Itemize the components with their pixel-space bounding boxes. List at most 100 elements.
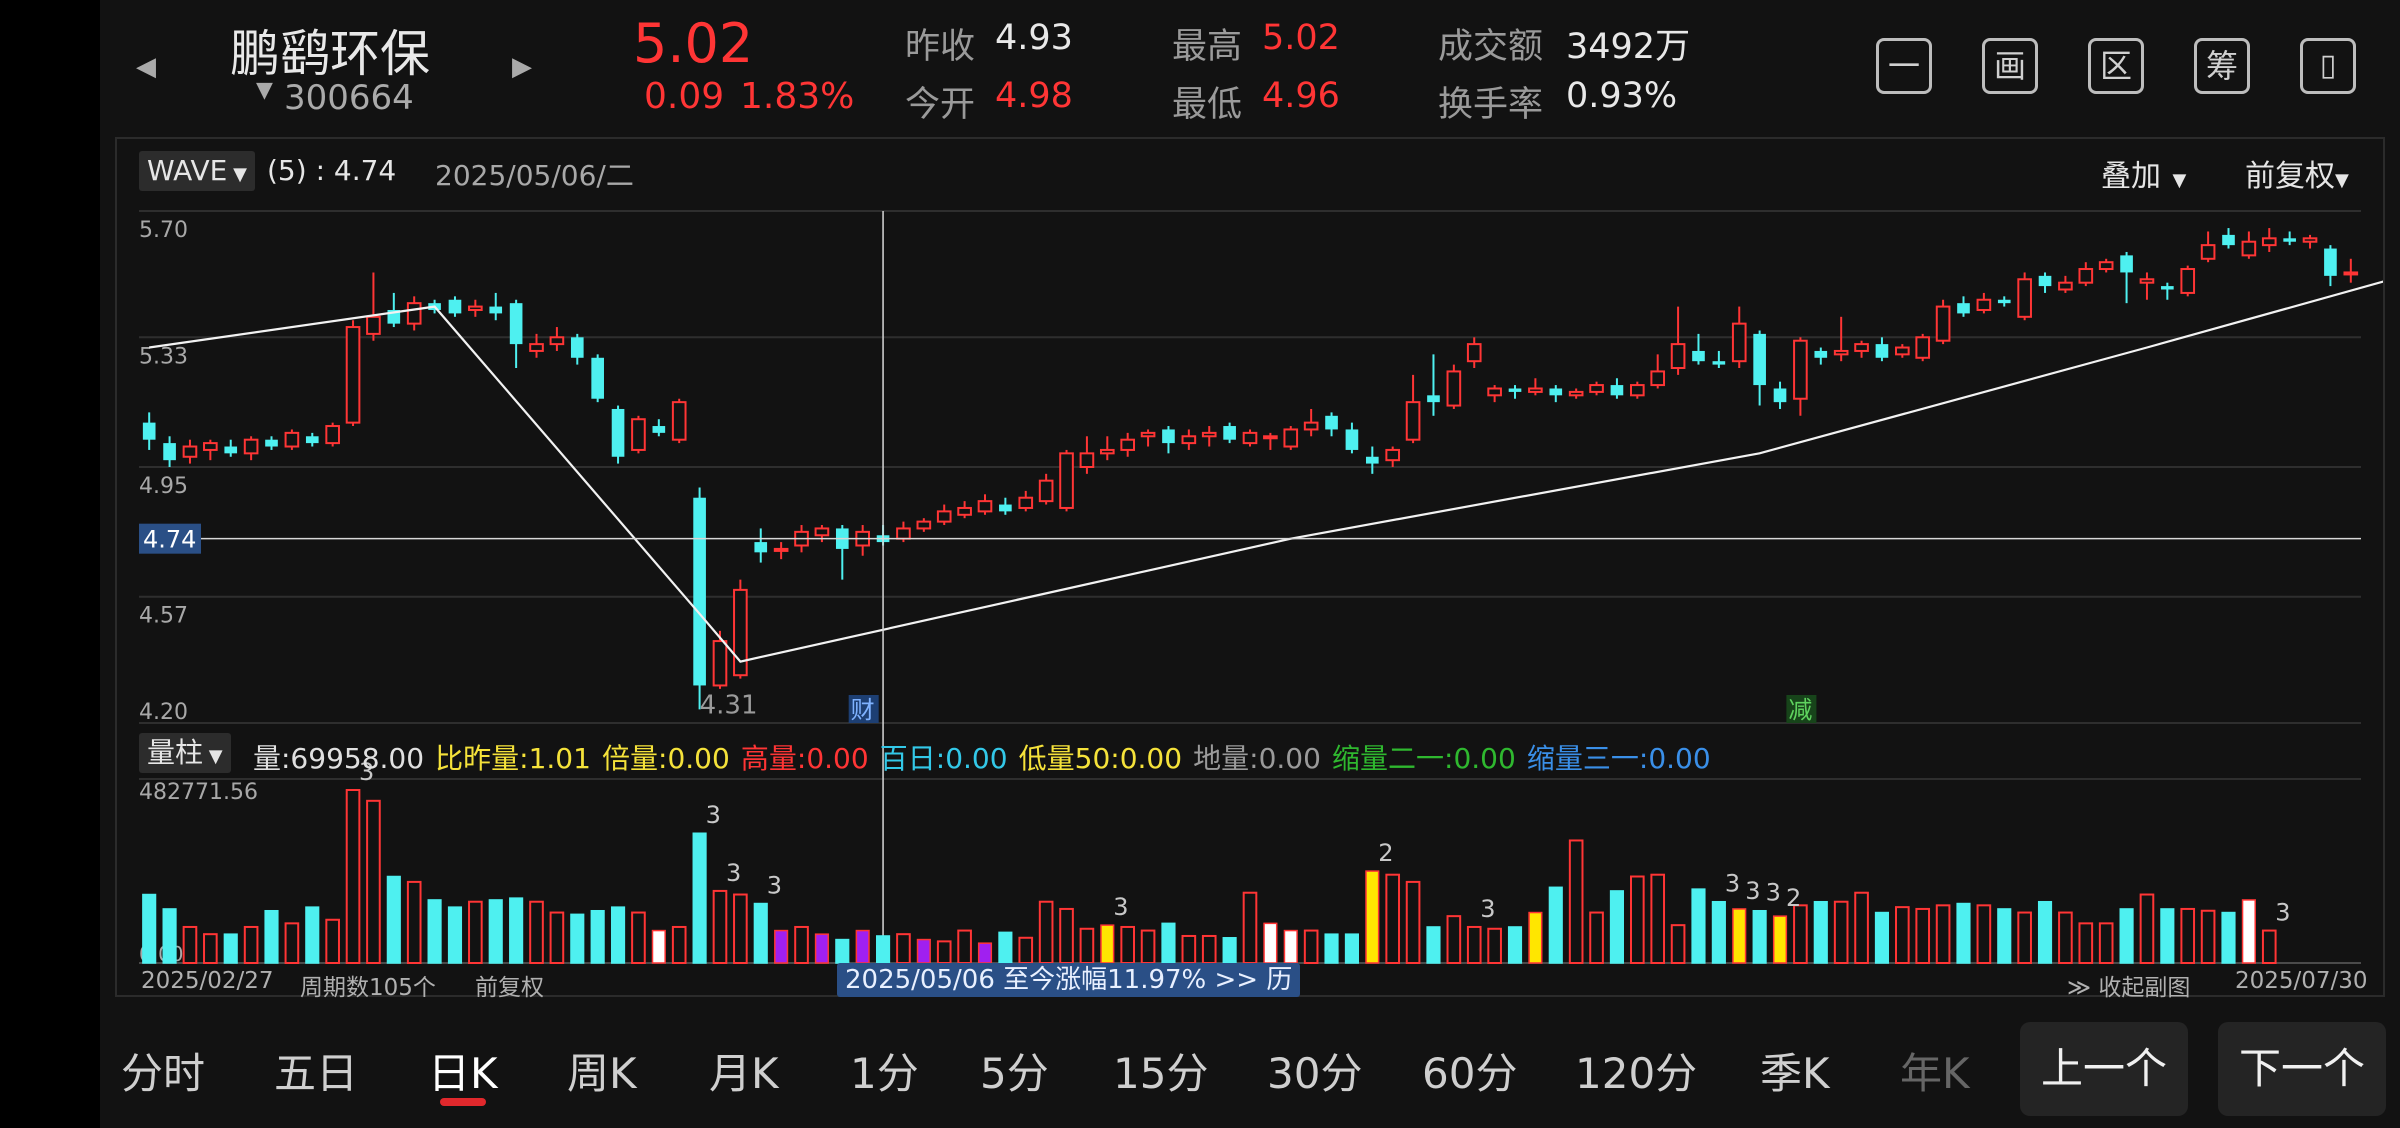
volume-bar xyxy=(1752,909,1767,964)
candle-body xyxy=(1895,346,1910,356)
volume-bar xyxy=(753,902,768,964)
prev-button[interactable]: 上一个 xyxy=(2020,1022,2188,1116)
volume-bar xyxy=(1038,900,1054,964)
candle-body xyxy=(671,401,687,441)
price-change: 0.09 xyxy=(644,76,725,117)
volume-marker-label: 3 xyxy=(1113,893,1128,921)
draw-icon[interactable]: 画 xyxy=(1982,38,2038,94)
volume-bar xyxy=(1324,933,1339,964)
candle-body xyxy=(1487,387,1502,397)
candle-body xyxy=(1793,339,1808,400)
tab-120min[interactable]: 120分 xyxy=(1575,1049,1698,1098)
volume-bar xyxy=(1242,891,1258,965)
candle-body xyxy=(489,306,503,314)
adjust-dropdown[interactable]: 前复权▼ xyxy=(2245,151,2349,195)
candle-body xyxy=(2058,281,2073,291)
tab-monthly-k[interactable]: 月K xyxy=(709,1049,779,1098)
tab-weekly-k[interactable]: 周K xyxy=(567,1049,637,1098)
volume-bar xyxy=(2261,929,2277,965)
tab-15min[interactable]: 15分 xyxy=(1113,1049,1209,1098)
candle-body xyxy=(2017,278,2032,318)
stock-code[interactable]: 300664 xyxy=(284,78,414,118)
volume-bar xyxy=(203,933,218,965)
volume-bar xyxy=(1365,870,1380,964)
candle-body xyxy=(549,336,565,346)
volume-indicator-row: 量:69958.00 比昨量:1.01 倍量:0.00 高量:0.00 百日:0… xyxy=(253,737,1711,777)
candle-body xyxy=(1549,388,1563,396)
candle-body xyxy=(1997,299,2011,304)
tab-intraday[interactable]: 分时 xyxy=(121,1049,206,1098)
collapse-label: 收起副图 xyxy=(2098,975,2191,1001)
candle-body xyxy=(1181,435,1197,445)
adjust-label: 前复权 xyxy=(2245,159,2335,194)
tab-daily-k[interactable]: 日K xyxy=(428,1049,498,1098)
volume-bar xyxy=(162,908,177,964)
collapse-subchart-button[interactable]: ≫ 收起副图 xyxy=(2067,968,2190,1002)
high-label: 最高 xyxy=(1172,27,1243,67)
candle-body xyxy=(1528,387,1543,393)
volume-bar xyxy=(1568,839,1584,965)
candle-body xyxy=(284,431,300,448)
code-dropdown-icon[interactable]: ▼ xyxy=(256,78,273,103)
volume-bar xyxy=(712,889,728,964)
next-button[interactable]: 下一个 xyxy=(2218,1022,2386,1116)
volume-bar xyxy=(590,909,605,964)
candle-body xyxy=(1814,350,1828,358)
candle-body xyxy=(1223,426,1236,440)
candle-body xyxy=(1263,435,1278,440)
volume-marker-label: 3 xyxy=(767,872,782,900)
tab-1min[interactable]: 1分 xyxy=(850,1049,919,1098)
open-label: 今开 xyxy=(905,85,976,125)
volume-bar xyxy=(366,799,381,964)
device-switch-icon[interactable]: ▯ xyxy=(2300,38,2356,94)
tab-60min[interactable]: 60分 xyxy=(1422,1049,1518,1098)
overlay-label: 叠加 xyxy=(2101,159,2161,194)
price-axis-label: 4.95 xyxy=(139,474,188,499)
candle-body xyxy=(1099,448,1115,455)
volume-marker-label: 3 xyxy=(359,758,374,786)
candle-body xyxy=(1670,343,1686,370)
range-gain-banner[interactable]: 2025/05/06 至今涨幅11.97% >> 历 xyxy=(837,963,1301,997)
prev-close-value: 4.93 xyxy=(995,18,1073,58)
volume-bar xyxy=(1201,934,1217,964)
candle-body xyxy=(1630,384,1645,397)
range-icon[interactable]: 区 xyxy=(2088,38,2144,94)
stock-name: 鹏鹞环保 xyxy=(230,25,430,83)
candle-body xyxy=(305,436,319,444)
volume-bar xyxy=(2017,911,2032,965)
tab-yearly-k[interactable]: 年K xyxy=(1900,1049,1970,1098)
volume-bar xyxy=(1895,906,1910,965)
minus-square-icon[interactable]: 一 xyxy=(1876,38,1932,94)
volume-bar xyxy=(2180,907,2196,964)
tab-5min[interactable]: 5分 xyxy=(980,1049,1049,1098)
candle-body xyxy=(814,527,830,537)
volume-bar xyxy=(692,832,707,964)
candle-body xyxy=(1712,361,1726,365)
volume-indicator-selector[interactable]: 量柱 ▼ xyxy=(139,733,231,773)
tab-30min[interactable]: 30分 xyxy=(1267,1049,1363,1098)
volume-bar xyxy=(1018,936,1034,965)
next-stock-arrow-icon[interactable]: ▶ xyxy=(512,52,532,82)
prev-stock-arrow-icon[interactable]: ◀ xyxy=(136,52,156,82)
candle-body xyxy=(712,640,728,687)
volume-bar xyxy=(2058,911,2073,965)
candle-body xyxy=(611,408,625,457)
tab-five-day[interactable]: 五日 xyxy=(274,1049,359,1098)
chart-panel[interactable]: 5.705.334.954.574.20482771.560.005.654.3… xyxy=(115,137,2385,1001)
candle-body xyxy=(1650,370,1666,387)
chips-icon[interactable]: 筹 xyxy=(2194,38,2250,94)
volume-bar xyxy=(936,940,952,965)
price-change-pct: 1.83% xyxy=(740,76,855,117)
volume-bar xyxy=(916,938,931,964)
volume-bar xyxy=(631,911,646,965)
overlay-dropdown[interactable]: 叠加 ▼ xyxy=(2101,151,2186,195)
volume-marker-label: 2 xyxy=(1786,884,1801,912)
volume-bar xyxy=(1263,922,1278,964)
volume-bar xyxy=(1283,929,1298,964)
candle-body xyxy=(2343,271,2359,276)
indicator-selector[interactable]: WAVE ▼ xyxy=(139,151,255,191)
kline-volume-chart[interactable]: 5.705.334.954.574.20482771.560.005.654.3… xyxy=(117,139,2383,995)
volume-bar xyxy=(488,899,503,964)
tab-quarterly-k[interactable]: 季K xyxy=(1760,1049,1830,1098)
vol-indicator-shrink-third: 缩量三一:0.00 xyxy=(1526,742,1711,775)
